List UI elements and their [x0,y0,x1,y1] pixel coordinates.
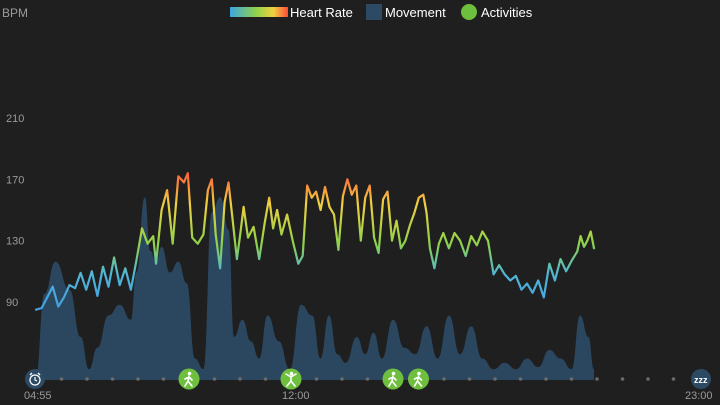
timeline-dot [569,377,574,381]
sleep-zzz-icon[interactable]: zzz [691,369,711,389]
y-tick-label: 130 [6,236,24,248]
legend-activities-label: Activities [481,5,533,20]
legend-activities-swatch [461,4,477,20]
y-tick-label: 90 [6,297,18,309]
timeline-dot [544,377,548,381]
timeline-dot [238,377,242,381]
timeline-dot [340,377,344,381]
timeline-dot [85,377,89,381]
timeline-dot [493,377,497,381]
timeline-dot [518,377,523,381]
timeline-dot [110,377,115,381]
heart-rate-line-layer [34,172,596,311]
timeline-dot [595,377,599,381]
legend: Heart Rate Movement Activities [230,4,533,20]
timeline-dot [136,377,140,381]
timeline-dot [161,377,166,381]
timeline-dot [646,377,650,381]
timeline-dot [263,377,268,381]
timeline-dot [671,377,676,381]
timeline-dot [59,377,64,381]
timeline-dot [212,377,217,381]
timeline-dot [314,377,319,381]
heart-rate-line [34,172,596,311]
legend-movement-label: Movement [385,5,446,20]
y-tick-label: 170 [6,174,24,186]
walking-icon[interactable] [178,368,200,390]
walking-icon[interactable] [408,368,429,390]
alarm-clock-icon[interactable] [25,369,45,389]
x-axis-end-label: 23:00 [685,390,713,402]
legend-heart-rate-label: Heart Rate [290,5,353,20]
movement-area [36,197,594,380]
timeline-dot [442,377,446,381]
legend-heart-rate-swatch [230,7,288,17]
walking-icon[interactable] [382,368,404,390]
y-axis-label: BPM [2,6,28,20]
movement-area-layer [36,197,594,380]
x-axis-mid-label: 12:00 [282,390,310,402]
timeline-dot [467,377,472,381]
x-axis-start-label: 04:55 [24,390,52,402]
timeline: zzz [25,368,711,390]
timeline-dot [620,377,625,381]
legend-movement-swatch [366,4,382,20]
svg-text:zzz: zzz [694,375,708,385]
y-axis-ticks: 90 130 170 210 [6,113,24,309]
timeline-dot [365,377,370,381]
y-tick-label: 210 [6,113,24,125]
exercise-icon[interactable] [280,368,302,390]
